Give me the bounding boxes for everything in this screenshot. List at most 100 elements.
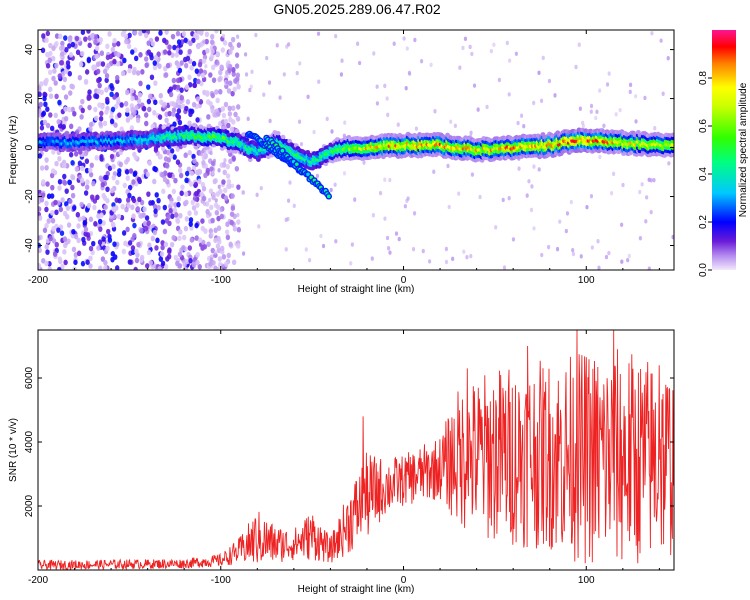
heat-noise-cell xyxy=(153,80,158,86)
heat-branch-cell xyxy=(306,172,310,177)
heat-noise-cell xyxy=(70,184,75,191)
heat-noise-cell xyxy=(132,171,137,178)
heat-noise-cell xyxy=(160,240,165,246)
heat-noise-cell xyxy=(177,167,183,174)
heat-noise-cell xyxy=(113,122,118,128)
spectrogram-frame xyxy=(37,29,675,271)
heat-noise-cell xyxy=(93,39,98,46)
heat-noise-cell xyxy=(216,215,221,222)
heat-noise-cell xyxy=(144,215,150,221)
heat-speckle-cell xyxy=(494,225,498,230)
heat-noise-cell xyxy=(100,256,106,262)
heat-speckle-cell xyxy=(470,172,475,177)
heat-speckle-cell xyxy=(602,123,606,129)
heat-noise-cell xyxy=(201,58,207,64)
heat-speckle-cell xyxy=(421,248,425,254)
heat-speckle-cell xyxy=(299,141,304,147)
heat-speckle-cell xyxy=(571,251,576,257)
y-tick-label: -20 xyxy=(24,189,35,204)
heat-noise-cell xyxy=(121,248,127,255)
heat-speckle-cell xyxy=(607,250,611,256)
heat-noise-cell xyxy=(80,260,86,267)
heat-noise-cell xyxy=(206,241,211,248)
heat-speckle-cell xyxy=(214,198,218,203)
heat-noise-cell xyxy=(124,169,130,175)
heat-speckle-cell xyxy=(590,245,594,250)
heat-speckle-cell xyxy=(209,150,213,156)
heat-speckle-cell xyxy=(383,177,387,182)
heat-noise-cell xyxy=(74,151,79,157)
heat-noise-cell xyxy=(92,198,98,204)
heat-noise-cell xyxy=(63,94,69,100)
heat-noise-cell xyxy=(146,220,151,226)
heat-speckle-cell xyxy=(282,72,286,77)
heat-noise-cell xyxy=(100,181,105,188)
heat-noise-cell xyxy=(234,165,240,172)
heat-noise-cell xyxy=(87,104,92,111)
heat-noise-cell xyxy=(205,208,210,215)
heat-noise-cell xyxy=(230,193,235,199)
heat-noise-cell xyxy=(130,95,135,102)
heat-noise-cell xyxy=(167,247,172,253)
heat-noise-cell xyxy=(133,266,138,270)
heat-noise-cell xyxy=(124,89,130,96)
heat-speckle-cell xyxy=(209,257,213,262)
heat-noise-cell xyxy=(46,193,52,200)
heat-speckle-cell xyxy=(394,231,399,236)
heat-noise-cell xyxy=(54,93,59,100)
snr-series xyxy=(38,330,674,570)
heat-noise-cell xyxy=(45,30,51,37)
heat-noise-cell xyxy=(228,80,233,87)
heat-noise-cell xyxy=(236,243,241,249)
heat-speckle-cell xyxy=(225,70,229,75)
colorbar-tick-label: 0.4 xyxy=(698,167,709,181)
heat-speckle-cell xyxy=(468,44,472,50)
heat-noise-cell xyxy=(70,174,76,181)
snr-y-ticks: 2000 4000 6000 xyxy=(24,366,674,517)
heat-noise-cell xyxy=(209,204,214,211)
heat-noise-cell xyxy=(160,219,166,225)
heat-noise-cell xyxy=(214,209,220,216)
heat-noise-cell xyxy=(228,158,233,165)
heat-noise-cell xyxy=(105,96,110,103)
heat-noise-cell xyxy=(139,254,145,261)
heat-noise-cell xyxy=(163,241,169,248)
heat-noise-cell xyxy=(56,227,61,233)
heat-speckle-cell xyxy=(589,109,593,114)
heat-speckle-cell xyxy=(230,183,235,189)
snr-y-label: SNR (10 * v/v) xyxy=(8,418,19,482)
heat-noise-cell xyxy=(89,33,95,39)
heat-noise-cell xyxy=(127,192,132,199)
heat-noise-cell xyxy=(143,32,149,39)
heat-noise-cell xyxy=(189,65,194,71)
heat-noise-cell xyxy=(185,55,191,62)
heat-noise-cell xyxy=(67,43,72,49)
heat-noise-cell xyxy=(104,87,109,93)
heat-noise-cell xyxy=(140,69,145,75)
heat-speckle-cell xyxy=(287,42,291,47)
heat-speckle-cell xyxy=(638,189,642,195)
heat-noise-cell xyxy=(141,212,146,218)
heat-noise-cell xyxy=(67,179,72,186)
heat-speckle-cell xyxy=(371,212,375,218)
heat-noise-cell xyxy=(84,167,90,174)
heat-noise-cell xyxy=(232,86,237,93)
heat-noise-cell xyxy=(231,259,237,266)
heat-speckle-cell xyxy=(618,107,622,113)
heat-noise-cell xyxy=(157,63,162,69)
heat-speckle-cell xyxy=(597,265,601,270)
heat-noise-cell xyxy=(44,77,49,84)
heat-speckle-cell xyxy=(225,62,229,67)
heat-speckle-cell xyxy=(671,234,674,240)
heat-noise-cell xyxy=(47,69,53,76)
heat-noise-cell xyxy=(57,266,62,270)
heat-noise-cell xyxy=(82,220,87,226)
heat-speckle-cell xyxy=(514,51,518,56)
heat-speckle-cell xyxy=(457,191,461,196)
heat-noise-cell xyxy=(132,222,137,229)
heat-noise-cell xyxy=(178,49,183,55)
heat-speckle-cell xyxy=(218,89,222,94)
heat-noise-cell xyxy=(164,117,169,124)
heat-noise-cell xyxy=(64,46,69,53)
colorbar-tick-label: 0.0 xyxy=(698,263,709,277)
